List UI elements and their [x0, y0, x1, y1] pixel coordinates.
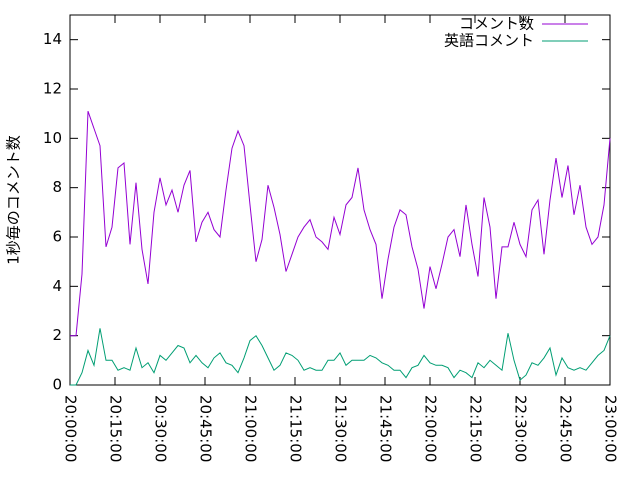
y-tick-label: 0	[52, 376, 62, 394]
x-tick-label: 20:15:00	[107, 395, 125, 462]
x-tick-label: 20:00:00	[62, 395, 80, 462]
series-line	[70, 111, 611, 337]
plot-border	[69, 14, 611, 386]
y-tick-label: 4	[52, 277, 62, 295]
y-tick-label: 10	[43, 129, 62, 147]
series-line	[70, 328, 611, 386]
x-tick-label: 21:45:00	[377, 395, 395, 462]
x-tick-label: 21:30:00	[332, 395, 350, 462]
legend-label: コメント数	[459, 15, 534, 33]
x-tick-label: 23:00:00	[602, 395, 620, 462]
x-tick-label: 22:30:00	[512, 395, 530, 462]
x-tick-label: 21:15:00	[287, 395, 305, 462]
x-tick-label: 21:00:00	[242, 395, 260, 462]
y-tick-label: 12	[43, 80, 62, 98]
x-tick-label: 20:45:00	[197, 395, 215, 462]
y-tick-label: 14	[43, 30, 62, 48]
x-tick-label: 22:00:00	[422, 395, 440, 462]
y-tick-label: 6	[52, 228, 62, 246]
x-tick-label: 22:45:00	[557, 395, 575, 462]
y-tick-label: 8	[52, 178, 62, 196]
y-axis-label: 1秒毎のコメント数	[5, 135, 23, 265]
x-tick-label: 20:30:00	[152, 395, 170, 462]
x-tick-label: 22:15:00	[467, 395, 485, 462]
y-tick-label: 2	[52, 326, 62, 344]
legend-label: 英語コメント	[444, 32, 534, 50]
